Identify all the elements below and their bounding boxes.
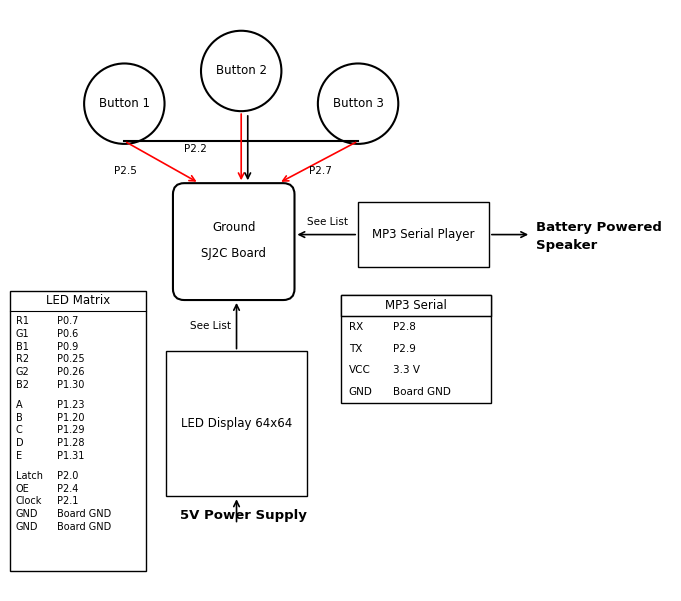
Text: GND: GND [16,509,38,519]
Text: Battery Powered: Battery Powered [536,221,662,234]
Text: RX: RX [349,322,363,332]
Text: TX: TX [349,344,362,353]
Text: C: C [16,426,22,435]
Bar [341,295,491,316]
Text: R2: R2 [16,355,29,364]
Text: P0.25: P0.25 [57,355,84,364]
Text: P1.20: P1.20 [57,413,84,423]
Text: P2.8: P2.8 [393,322,415,332]
Text: P1.23: P1.23 [57,400,84,410]
Text: Clock: Clock [16,496,42,507]
Text: Latch: Latch [16,471,43,481]
Text: P0.9: P0.9 [57,342,78,352]
Text: A: A [16,400,22,410]
Text: P0.26: P0.26 [57,367,84,377]
Text: Board GND: Board GND [57,509,111,519]
Text: MP3 Serial: MP3 Serial [385,299,447,312]
Text: B2: B2 [16,380,29,389]
Text: G1: G1 [16,329,29,339]
Text: See List: See List [190,321,231,331]
Text: Button 1: Button 1 [99,97,150,110]
Text: E: E [16,451,22,461]
Circle shape [84,64,165,144]
Text: MP3 Serial Player: MP3 Serial Player [373,228,475,241]
Text: LED Matrix: LED Matrix [46,294,110,308]
Text: Ground: Ground [212,221,255,234]
Text: 5V Power Supply: 5V Power Supply [180,508,307,522]
Text: B: B [16,413,22,423]
Text: P1.28: P1.28 [57,438,84,448]
Text: G2: G2 [16,367,29,377]
Text: P1.29: P1.29 [57,426,84,435]
Text: GND: GND [16,522,38,532]
Text: P2.2: P2.2 [184,144,206,154]
Text: OE: OE [16,484,29,493]
Text: P1.31: P1.31 [57,451,84,461]
Text: P1.30: P1.30 [57,380,84,389]
Text: P2.1: P2.1 [57,496,78,507]
Text: See List: See List [306,217,348,227]
Bar [341,295,491,403]
Text: GND: GND [349,387,373,397]
Text: Button 3: Button 3 [332,97,383,110]
Text: P0.6: P0.6 [57,329,78,339]
FancyBboxPatch shape [173,183,294,300]
Text: VCC: VCC [349,365,370,375]
Bar [166,352,306,496]
Text: R1: R1 [16,316,29,326]
Text: B1: B1 [16,342,29,352]
Text: 3.3 V: 3.3 V [393,365,419,375]
Text: D: D [16,438,23,448]
Text: Board GND: Board GND [393,387,451,397]
Text: LED Display 64x64: LED Display 64x64 [181,418,292,430]
Circle shape [318,64,398,144]
Text: Button 2: Button 2 [216,64,267,78]
Text: P2.9: P2.9 [393,344,415,353]
Text: P2.5: P2.5 [114,166,136,176]
Text: P2.0: P2.0 [57,471,78,481]
Text: P2.4: P2.4 [57,484,78,493]
Bar [10,291,146,571]
Text: P0.7: P0.7 [57,316,78,326]
Text: P2.7: P2.7 [309,166,332,176]
Text: Board GND: Board GND [57,522,111,532]
Circle shape [201,31,281,111]
Text: SJ2C Board: SJ2C Board [201,247,266,260]
Text: Speaker: Speaker [536,239,597,252]
Bar [358,202,489,267]
